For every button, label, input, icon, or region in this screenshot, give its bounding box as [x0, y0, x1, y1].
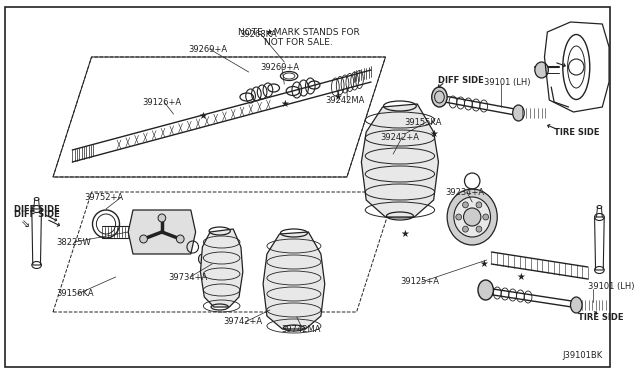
Text: 39156KA: 39156KA	[56, 289, 93, 298]
Text: 39126+A: 39126+A	[143, 97, 182, 106]
Circle shape	[140, 235, 147, 243]
Circle shape	[476, 202, 482, 208]
Ellipse shape	[198, 254, 206, 264]
Polygon shape	[128, 210, 196, 254]
Circle shape	[476, 226, 482, 232]
Text: ★: ★	[516, 272, 525, 282]
Text: DIFF SIDE: DIFF SIDE	[15, 209, 60, 218]
Circle shape	[456, 214, 461, 220]
Text: DIFF SIDE: DIFF SIDE	[438, 76, 484, 84]
Text: 39742MA: 39742MA	[282, 326, 321, 334]
Ellipse shape	[447, 189, 497, 245]
Text: ★: ★	[401, 229, 409, 239]
Circle shape	[158, 214, 166, 222]
Polygon shape	[595, 217, 604, 270]
Ellipse shape	[463, 208, 481, 226]
Circle shape	[177, 235, 184, 243]
Text: ★: ★	[479, 259, 488, 269]
Polygon shape	[362, 104, 438, 217]
Text: 39125+A: 39125+A	[400, 278, 439, 286]
Text: 39101 (LH): 39101 (LH)	[484, 77, 531, 87]
Circle shape	[463, 226, 468, 232]
Polygon shape	[32, 209, 42, 265]
Text: ★: ★	[280, 99, 289, 109]
Text: 39269+A: 39269+A	[188, 45, 227, 54]
Text: TIRE SIDE: TIRE SIDE	[578, 312, 624, 321]
Text: ★: ★	[333, 92, 342, 102]
Text: 39101 (LH): 39101 (LH)	[588, 282, 634, 292]
Text: 39734+A: 39734+A	[169, 273, 208, 282]
Text: 39155KA: 39155KA	[404, 118, 442, 126]
Text: 38225W: 38225W	[56, 237, 91, 247]
Text: ★: ★	[198, 111, 207, 121]
Polygon shape	[263, 232, 324, 329]
Ellipse shape	[432, 87, 447, 107]
Text: 39752+A: 39752+A	[84, 192, 124, 202]
Text: ⇘: ⇘	[15, 219, 31, 229]
Text: 39269+A: 39269+A	[260, 62, 300, 71]
Text: 39234+A: 39234+A	[445, 187, 484, 196]
Ellipse shape	[454, 197, 490, 237]
Text: 39242+A: 39242+A	[381, 132, 420, 141]
Text: NOT FOR SALE.: NOT FOR SALE.	[264, 38, 333, 46]
Text: 39742+A: 39742+A	[223, 317, 262, 327]
Ellipse shape	[513, 105, 524, 121]
Text: J39101BK: J39101BK	[562, 351, 602, 360]
Circle shape	[483, 214, 488, 220]
Text: NOTE:★MARK STANDS FOR: NOTE:★MARK STANDS FOR	[238, 28, 360, 36]
Text: DIFF SIDE: DIFF SIDE	[15, 205, 60, 214]
Ellipse shape	[535, 62, 548, 78]
Text: TIRE SIDE: TIRE SIDE	[554, 128, 600, 137]
Polygon shape	[200, 229, 243, 307]
Ellipse shape	[570, 297, 582, 313]
Circle shape	[463, 202, 468, 208]
Text: 39242MA: 39242MA	[326, 96, 365, 105]
Text: 39268KA: 39268KA	[239, 29, 276, 38]
Text: ★: ★	[429, 129, 438, 139]
Ellipse shape	[478, 280, 493, 300]
